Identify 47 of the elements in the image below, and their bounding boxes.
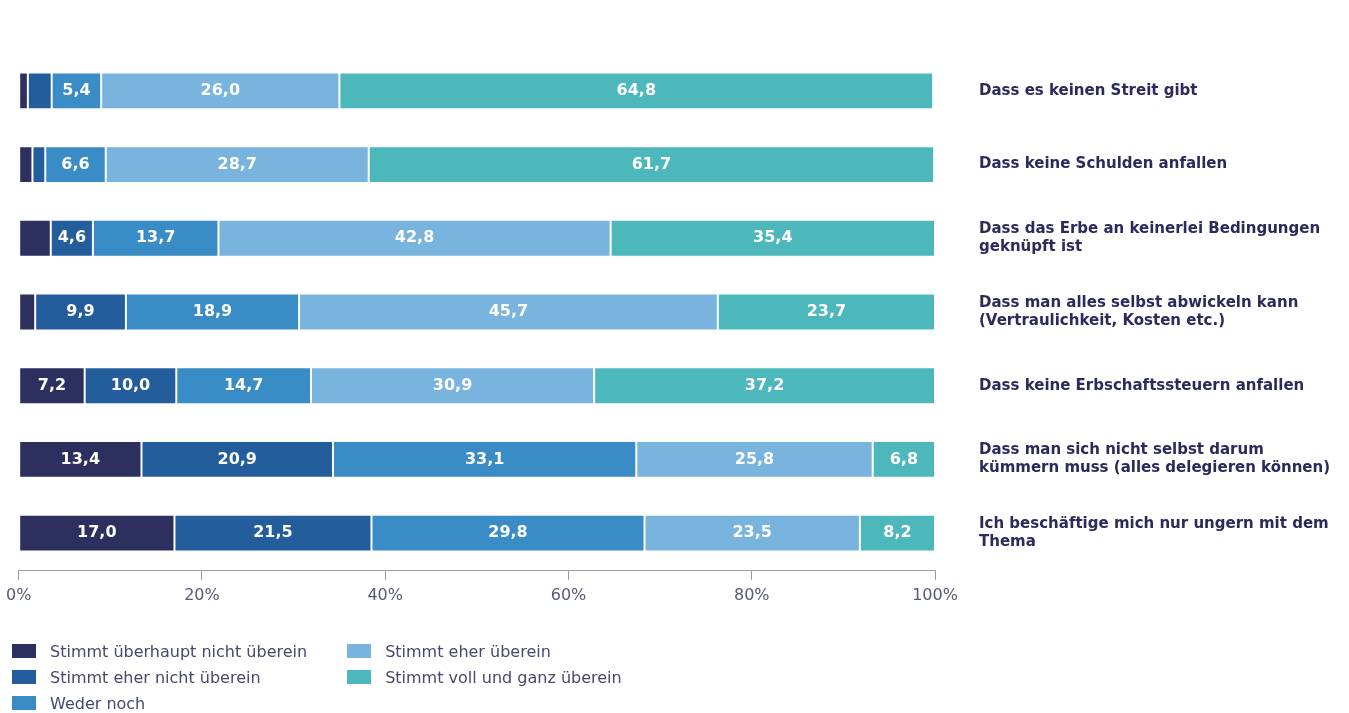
legend-label: Stimmt eher nicht überein bbox=[50, 667, 261, 687]
data-label: 6,6 bbox=[61, 153, 90, 173]
data-label: 64,8 bbox=[616, 80, 657, 100]
legend-label: Stimmt eher überein bbox=[385, 641, 551, 661]
data-label: 45,7 bbox=[488, 301, 529, 321]
data-label: 14,7 bbox=[223, 374, 264, 394]
legend-label: Weder noch bbox=[50, 693, 146, 713]
legend-label: Stimmt voll und ganz überein bbox=[385, 667, 622, 687]
data-label: 6,8 bbox=[889, 448, 919, 468]
data-label: 61,7 bbox=[631, 153, 672, 173]
data-label: 20,9 bbox=[217, 448, 257, 468]
data-label: 8,2 bbox=[883, 522, 912, 542]
data-label: 7,2 bbox=[37, 374, 67, 394]
x-tick-label: 40% bbox=[367, 584, 403, 604]
data-label: 37,2 bbox=[744, 374, 785, 394]
y-tick-label: Dass keine Schulden anfallen bbox=[979, 154, 1228, 173]
data-label: 42,8 bbox=[394, 227, 435, 247]
data-label: 4,6 bbox=[57, 227, 87, 247]
data-label: 17,0 bbox=[77, 522, 117, 542]
x-tick-label: 20% bbox=[184, 584, 220, 604]
y-tick-label: Dass man alles selbst abwickeln kann (Vertraulichkeit, Kosten etc.) bbox=[979, 292, 1299, 329]
data-label: 35,4 bbox=[753, 227, 793, 247]
y-tick-label: Dass man sich nicht selbst darum kümmern muss (alles delegieren können) bbox=[979, 440, 1331, 477]
y-tick-label: Ich beschäftige mich nur ungern mit dem Thema bbox=[979, 514, 1329, 551]
data-label: 21,5 bbox=[253, 522, 293, 542]
data-label: 13,7 bbox=[135, 227, 176, 247]
data-label: 9,9 bbox=[66, 301, 95, 321]
data-label: 10,0 bbox=[110, 374, 151, 394]
x-tick-label: 0% bbox=[6, 584, 32, 604]
legend-label: Stimmt überhaupt nicht überein bbox=[50, 641, 308, 661]
data-label: 23,7 bbox=[806, 301, 847, 321]
data-label: 30,9 bbox=[432, 374, 473, 394]
x-tick-label: 60% bbox=[550, 584, 587, 604]
data-label: 5,4 bbox=[62, 80, 91, 100]
data-label: 13,4 bbox=[60, 448, 101, 468]
x-tick-label: 80% bbox=[733, 584, 770, 604]
y-tick-label: Dass das Erbe an keinerlei Bedingungen geknüpft ist bbox=[979, 219, 1321, 256]
data-label: 26,0 bbox=[200, 80, 241, 100]
data-label: 25,8 bbox=[734, 448, 775, 468]
data-label: 23,5 bbox=[732, 522, 772, 542]
data-label: 18,9 bbox=[192, 301, 233, 321]
data-label: 33,1 bbox=[464, 448, 505, 468]
y-tick-label: Dass es keinen Streit gibt bbox=[979, 80, 1198, 99]
data-label: 29,8 bbox=[488, 522, 528, 542]
y-tick-label: Dass keine Erbschaftssteuern anfallen bbox=[979, 375, 1305, 394]
x-tick-label: 100% bbox=[912, 584, 958, 604]
data-label: 28,7 bbox=[217, 153, 257, 173]
